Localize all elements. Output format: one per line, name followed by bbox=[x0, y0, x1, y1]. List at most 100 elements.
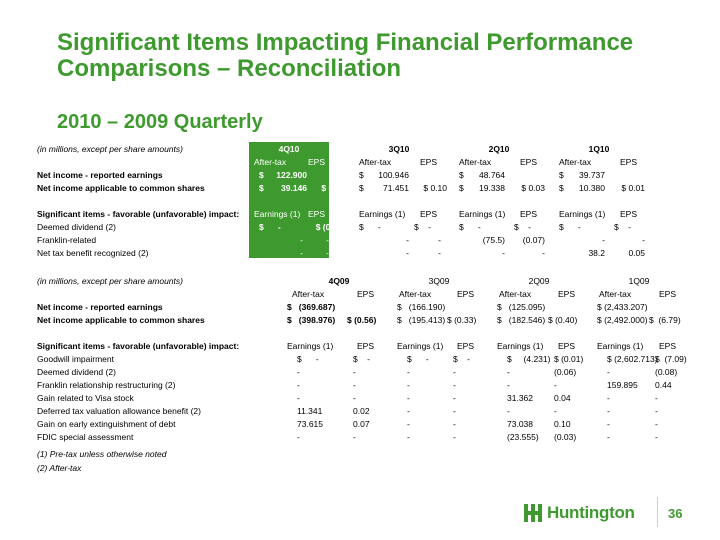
row-label: Net income applicable to common shares bbox=[37, 315, 205, 325]
cell: 73.615 bbox=[297, 419, 323, 429]
cell: $ bbox=[459, 170, 464, 180]
row-label: Net income - reported earnings bbox=[37, 302, 163, 312]
cell: $ (0.33) bbox=[447, 315, 477, 325]
cell: (0.07) bbox=[522, 235, 545, 245]
cell: 10.380 bbox=[579, 183, 605, 193]
cell: - bbox=[406, 235, 409, 245]
table-2009: (in millions, except per share amounts) … bbox=[37, 275, 687, 444]
row-label: Significant items - favorable (unfavorab… bbox=[37, 341, 240, 351]
cell: - bbox=[353, 432, 356, 442]
quarter-header: 3Q09 bbox=[428, 276, 450, 286]
col-header-aftertax: After-tax bbox=[254, 157, 287, 167]
cell: - bbox=[406, 248, 409, 258]
cell: $ (125.095) bbox=[497, 302, 546, 312]
cell: $ (4.231) bbox=[507, 354, 551, 364]
cell: - bbox=[297, 432, 300, 442]
table-caption: (in millions, except per share amounts) bbox=[37, 144, 183, 154]
cell: $ 0.05 bbox=[321, 183, 345, 193]
row-label: Gain related to Visa stock bbox=[37, 393, 134, 403]
quarter-header: 2Q09 bbox=[528, 276, 550, 286]
cell: $ (7.09) bbox=[655, 354, 687, 364]
col-header-eps: EPS bbox=[558, 341, 576, 351]
cell: - bbox=[297, 367, 300, 377]
cell: - bbox=[453, 380, 456, 390]
cell: - bbox=[655, 432, 658, 442]
cell: 11.341 bbox=[297, 406, 323, 416]
cell: - bbox=[297, 380, 300, 390]
row-label: Net tax benefit recognized (2) bbox=[37, 248, 149, 258]
cell: 19.338 bbox=[479, 183, 505, 193]
col-header-earnings: Earnings (1) bbox=[397, 341, 444, 351]
cell: (0.03) bbox=[554, 432, 577, 442]
col-header-eps: EPS bbox=[620, 157, 638, 167]
cell: (0.06) bbox=[554, 367, 577, 377]
cell: - bbox=[507, 367, 510, 377]
cell: - bbox=[642, 235, 645, 245]
cell: $ (2,492.000) bbox=[597, 315, 648, 325]
cell: - bbox=[407, 419, 410, 429]
cell: $ 0.03 bbox=[521, 183, 545, 193]
cell: - bbox=[300, 248, 303, 258]
col-header-eps: EPS bbox=[308, 209, 326, 219]
cell: - bbox=[353, 393, 356, 403]
cell: - bbox=[326, 235, 329, 245]
cell: - bbox=[407, 432, 410, 442]
cell: (75.5) bbox=[482, 235, 505, 245]
cell: 122.900 bbox=[276, 170, 307, 180]
cell: 0.07 bbox=[353, 419, 370, 429]
cell: 0.02 bbox=[353, 406, 370, 416]
cell: $ bbox=[259, 170, 264, 180]
cell: $ 0.01 bbox=[621, 183, 645, 193]
footnote: (1) Pre-tax unless otherwise noted bbox=[37, 449, 167, 459]
huntington-mark-icon bbox=[524, 504, 542, 522]
col-header-eps: EPS bbox=[520, 157, 538, 167]
cell: $ - bbox=[259, 222, 281, 232]
col-header-eps: EPS bbox=[558, 289, 576, 299]
cell: - bbox=[353, 380, 356, 390]
cell: 39.146 bbox=[281, 183, 307, 193]
cell: $ (2,602.713) bbox=[607, 354, 658, 364]
row-label: Gain on early extinguishment of debt bbox=[37, 419, 176, 429]
col-header-eps: EPS bbox=[620, 209, 638, 219]
cell: - bbox=[607, 419, 610, 429]
row-label: Franklin-related bbox=[37, 235, 97, 245]
cell: $ (2,433.207) bbox=[597, 302, 648, 312]
row-label: Net income applicable to common shares bbox=[37, 183, 205, 193]
quarter-header: 3Q10 bbox=[388, 144, 410, 154]
cell: 71.451 bbox=[383, 183, 409, 193]
page-title: Significant Items Impacting Financial Pe… bbox=[57, 29, 634, 82]
cell: $ bbox=[359, 183, 364, 193]
cell: - bbox=[607, 406, 610, 416]
cell: - bbox=[326, 248, 329, 258]
cell: $ bbox=[559, 183, 564, 193]
cell: - bbox=[655, 419, 658, 429]
cell: $ (0.56) bbox=[347, 315, 377, 325]
cell: - bbox=[407, 393, 410, 403]
cell: - bbox=[407, 406, 410, 416]
cell: $ bbox=[459, 183, 464, 193]
quarter-header: 4Q09 bbox=[328, 276, 350, 286]
col-header-aftertax: After-tax bbox=[499, 289, 532, 299]
cell: $ 0.10 bbox=[423, 183, 447, 193]
cell: - bbox=[607, 393, 610, 403]
row-label: Significant items - favorable (unfavorab… bbox=[37, 209, 240, 219]
col-header-eps: EPS bbox=[357, 289, 375, 299]
row-label: Franklin relationship restructuring (2) bbox=[37, 380, 176, 390]
cell: - bbox=[453, 367, 456, 377]
table-caption: (in millions, except per share amounts) bbox=[37, 276, 183, 286]
cell: - bbox=[453, 406, 456, 416]
col-header-earnings: Earnings (1) bbox=[559, 209, 606, 219]
huntington-logo: Huntington bbox=[524, 503, 635, 523]
col-header-eps: EPS bbox=[659, 341, 677, 351]
cell: $ (398.976) bbox=[287, 315, 336, 325]
cell: - bbox=[453, 419, 456, 429]
cell: $ (0.07) bbox=[315, 222, 345, 232]
cell: $ - bbox=[414, 222, 432, 232]
cell: $ bbox=[559, 170, 564, 180]
col-header-eps: EPS bbox=[308, 157, 326, 167]
cell: - bbox=[502, 248, 505, 258]
cell: 31.362 bbox=[507, 393, 533, 403]
cell: 0.44 bbox=[655, 380, 672, 390]
col-header-eps: EPS bbox=[659, 289, 677, 299]
cell: (23.555) bbox=[507, 432, 539, 442]
